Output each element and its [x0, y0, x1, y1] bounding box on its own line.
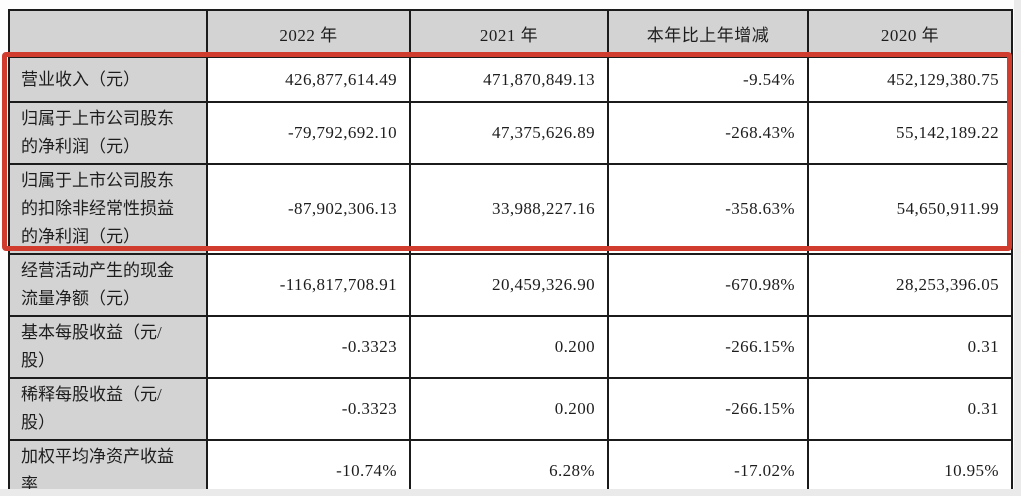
value-2021: 20,459,326.90: [409, 253, 609, 317]
value-2022: -79,792,692.10: [206, 101, 411, 165]
table-row-net-profit-excl-nonrecurring: 归属于上市公司股东的扣除非经常性损益的净利润（元） -87,902,306.13…: [8, 163, 1013, 255]
value-2021: 33,988,227.16: [409, 163, 609, 255]
value-2022: -87,902,306.13: [206, 163, 411, 255]
value-2020: 55,142,189.22: [807, 101, 1013, 165]
value-2021: 471,870,849.13: [409, 56, 609, 103]
row-label: 基本每股收益（元/股）: [8, 315, 208, 379]
value-2022: -0.3323: [206, 315, 411, 379]
row-label: 经营活动产生的现金流量净额（元）: [8, 253, 208, 317]
value-2021: 6.28%: [409, 439, 609, 496]
header-blank-cell: [8, 9, 208, 58]
table-row-weighted-avg-roe: 加权平均净资产收益率 -10.74% 6.28% -17.02% 10.95%: [8, 439, 1013, 496]
row-label: 稀释每股收益（元/股）: [8, 377, 208, 441]
value-2022: -0.3323: [206, 377, 411, 441]
value-yoy: -17.02%: [607, 439, 809, 496]
value-2020: 28,253,396.05: [807, 253, 1013, 317]
table-row-operating-cash-flow: 经营活动产生的现金流量净额（元） -116,817,708.91 20,459,…: [8, 253, 1013, 317]
header-yoy-change: 本年比上年增减: [607, 9, 809, 58]
header-year-2020: 2020 年: [807, 9, 1013, 58]
value-yoy: -266.15%: [607, 315, 809, 379]
value-2022: 426,877,614.49: [206, 56, 411, 103]
header-year-2022: 2022 年: [206, 9, 411, 58]
value-yoy: -268.43%: [607, 101, 809, 165]
row-label: 归属于上市公司股东的净利润（元）: [8, 101, 208, 165]
financial-summary-table: 2022 年 2021 年 本年比上年增减 2020 年 营业收入（元） 426…: [8, 9, 1013, 496]
value-2020: 452,129,380.75: [807, 56, 1013, 103]
value-2021: 47,375,626.89: [409, 101, 609, 165]
value-2020: 10.95%: [807, 439, 1013, 496]
row-label: 营业收入（元）: [8, 56, 208, 103]
value-yoy: -9.54%: [607, 56, 809, 103]
row-label: 加权平均净资产收益率: [8, 439, 208, 496]
value-yoy: -670.98%: [607, 253, 809, 317]
value-2021: 0.200: [409, 315, 609, 379]
table-header-row: 2022 年 2021 年 本年比上年增减 2020 年: [8, 9, 1013, 58]
value-2020: 0.31: [807, 377, 1013, 441]
value-2020: 54,650,911.99: [807, 163, 1013, 255]
header-year-2021: 2021 年: [409, 9, 609, 58]
table-row-net-profit: 归属于上市公司股东的净利润（元） -79,792,692.10 47,375,6…: [8, 101, 1013, 165]
value-yoy: -266.15%: [607, 377, 809, 441]
table-row-basic-eps: 基本每股收益（元/股） -0.3323 0.200 -266.15% 0.31: [8, 315, 1013, 379]
value-2021: 0.200: [409, 377, 609, 441]
row-label: 归属于上市公司股东的扣除非经常性损益的净利润（元）: [8, 163, 208, 255]
value-2020: 0.31: [807, 315, 1013, 379]
table-row-diluted-eps: 稀释每股收益（元/股） -0.3323 0.200 -266.15% 0.31: [8, 377, 1013, 441]
page-edge-strip-bottom: [0, 489, 1021, 496]
page-edge-strip-right: [1014, 0, 1021, 496]
value-yoy: -358.63%: [607, 163, 809, 255]
value-2022: -10.74%: [206, 439, 411, 496]
value-2022: -116,817,708.91: [206, 253, 411, 317]
table-row-revenue: 营业收入（元） 426,877,614.49 471,870,849.13 -9…: [8, 56, 1013, 103]
